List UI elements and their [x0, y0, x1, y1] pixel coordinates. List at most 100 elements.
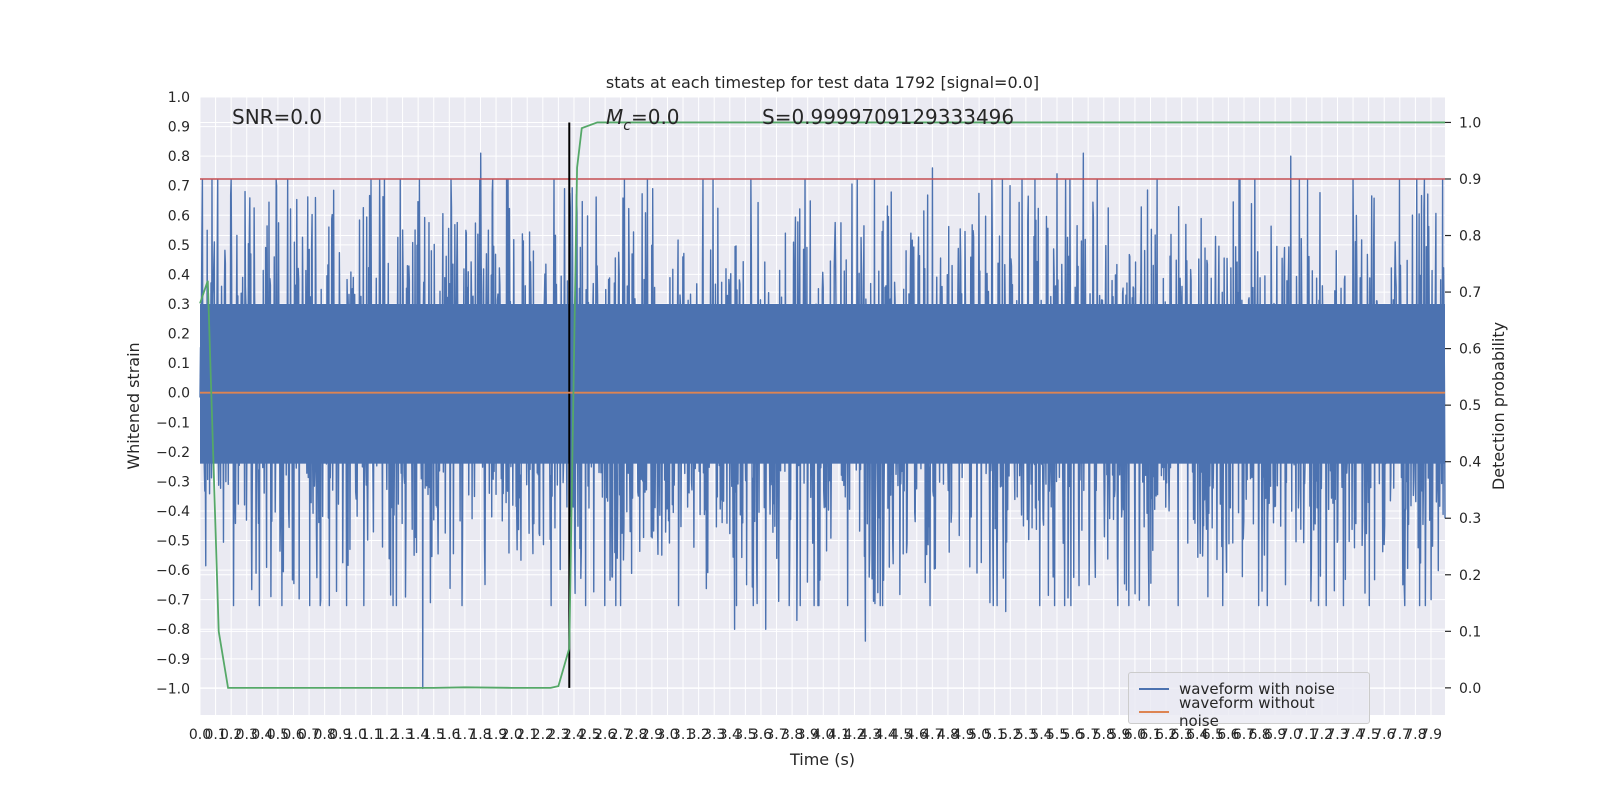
x-tick-label: 4.2: [843, 727, 865, 743]
chart-title: stats at each timestep for test data 179…: [606, 73, 1039, 92]
mc-symbol: M: [606, 105, 623, 129]
left-y-tick-label: −1.0: [156, 681, 190, 697]
x-tick-label: 3.6: [750, 727, 772, 743]
x-tick-label: 2.7: [610, 727, 632, 743]
right-y-axis-label: Detection probability: [1489, 322, 1508, 490]
left-y-axis-label: Whitened strain: [124, 342, 143, 469]
left-y-tick-label: 0.2: [168, 327, 190, 343]
legend-label-no-noise: waveform without noise: [1178, 693, 1315, 730]
right-y-tick-label: 0.6: [1459, 342, 1481, 358]
x-tick-label: 0.8: [314, 727, 336, 743]
x-tick-label: 1.4: [407, 727, 429, 743]
left-y-tick-label: 0.9: [168, 120, 190, 136]
x-tick-label: 6.1: [1139, 727, 1161, 743]
x-tick-label: 2.5: [578, 727, 600, 743]
x-tick-label: 4.7: [921, 727, 943, 743]
x-tick-label: 7.1: [1295, 727, 1317, 743]
left-y-tick-label: 1.0: [168, 90, 190, 106]
x-tick-label: 3.7: [765, 727, 787, 743]
left-y-tick-label: −0.3: [156, 474, 190, 490]
x-tick-label: 2.9: [641, 727, 663, 743]
right-y-tick-label: 0.7: [1459, 285, 1481, 301]
x-tick-label: 5.4: [1030, 727, 1052, 743]
x-tick-label: 7.5: [1358, 727, 1380, 743]
x-tick-label: 1.1: [360, 727, 382, 743]
x-tick-label: 7.9: [1420, 727, 1442, 743]
x-tick-label: 1.8: [469, 727, 491, 743]
x-tick-label: 5.9: [1108, 727, 1130, 743]
series-line-detection-probability: [199, 121, 1445, 689]
x-tick-label: 1.2: [376, 727, 398, 743]
x-tick-label: 4.4: [874, 727, 896, 743]
legend: waveform with noise waveform without noi…: [1128, 672, 1370, 730]
score-annotation: S=0.9999709129333496: [762, 105, 1014, 129]
left-y-tick-label: −0.9: [156, 652, 190, 668]
x-tick-label: 2.6: [594, 727, 616, 743]
x-tick-label: 7.0: [1280, 727, 1302, 743]
series-lines: [199, 121, 1445, 689]
legend-label-noise: waveform with noise: [1179, 679, 1335, 698]
x-tick-label: 7.4: [1342, 727, 1364, 743]
mc-value: =0.0: [631, 105, 680, 129]
x-tick-label: 1.5: [423, 727, 445, 743]
x-tick-label: 1.7: [454, 727, 476, 743]
left-y-tick-label: 0.3: [168, 297, 190, 313]
x-tick-label: 3.1: [672, 727, 694, 743]
x-tick-label: 6.7: [1233, 727, 1255, 743]
x-tick-label: 0.1: [204, 727, 226, 743]
x-tick-label: 6.0: [1124, 727, 1146, 743]
x-tick-label: 0.6: [282, 727, 304, 743]
x-tick-label: 0.5: [267, 727, 289, 743]
x-tick-label: 4.8: [937, 727, 959, 743]
x-tick-label: 0.3: [236, 727, 258, 743]
x-tick-label: 2.0: [501, 727, 523, 743]
legend-item-noise: waveform with noise: [1139, 677, 1359, 700]
x-tick-label: 7.2: [1311, 727, 1333, 743]
x-tick-label: 3.5: [734, 727, 756, 743]
legend-item-no-noise: waveform without noise: [1139, 694, 1359, 730]
x-tick-label: 5.8: [1093, 727, 1115, 743]
x-tick-label: 3.3: [703, 727, 725, 743]
x-tick-label: 3.4: [719, 727, 741, 743]
x-tick-labels: 0.00.10.20.30.40.50.60.70.80.91.01.11.21…: [189, 727, 1442, 743]
x-tick-label: 3.9: [797, 727, 819, 743]
chirp-mass-annotation: Mc=0.0: [606, 105, 680, 134]
x-tick-label: 4.3: [859, 727, 881, 743]
x-tick-label: 6.3: [1171, 727, 1193, 743]
legend-swatch-noise: [1139, 687, 1169, 690]
x-tick-label: 6.4: [1186, 727, 1208, 743]
x-tick-label: 6.5: [1202, 727, 1224, 743]
left-y-tick-label: −0.2: [156, 445, 190, 461]
legend-swatch-no-noise: [1139, 710, 1169, 713]
right-y-tick-label: 0.4: [1459, 455, 1481, 471]
right-y-tick-label: 1.0: [1459, 115, 1481, 131]
x-tick-label: 5.6: [1061, 727, 1083, 743]
right-y-tick-label: 0.2: [1459, 568, 1481, 584]
left-y-tick-label: −0.5: [156, 534, 190, 550]
x-tick-label: 7.8: [1404, 727, 1426, 743]
x-tick-label: 1.6: [438, 727, 460, 743]
right-y-tick-label: 0.0: [1459, 681, 1481, 697]
x-tick-label: 2.4: [563, 727, 585, 743]
x-tick-label: 0.0: [189, 727, 211, 743]
x-axis-label: Time (s): [789, 750, 855, 769]
left-y-tick-label: −0.4: [156, 504, 190, 520]
x-tick-label: 4.1: [828, 727, 850, 743]
x-tick-label: 2.8: [625, 727, 647, 743]
x-tick-label: 0.4: [251, 727, 273, 743]
x-tick-label: 3.8: [781, 727, 803, 743]
left-y-tick-label: 0.8: [168, 149, 190, 165]
x-tick-label: 1.0: [345, 727, 367, 743]
x-tick-label: 4.5: [890, 727, 912, 743]
x-tick-label: 5.3: [1015, 727, 1037, 743]
left-y-tick-label: −0.8: [156, 622, 190, 638]
x-tick-label: 1.9: [485, 727, 507, 743]
x-tick-label: 6.9: [1264, 727, 1286, 743]
right-y-tick-label: 0.5: [1459, 398, 1481, 414]
right-y-tick-labels: 1.0 0.9 0.8 0.7 0.6 0.5 0.4 0.3 0.2 0.1 0.0: [1445, 115, 1481, 697]
x-tick-label: 4.9: [952, 727, 974, 743]
right-y-tick-label: 0.1: [1459, 624, 1481, 640]
x-tick-label: 5.2: [999, 727, 1021, 743]
left-y-tick-label: 0.6: [168, 208, 190, 224]
waveform-dense-band: [200, 303, 1445, 464]
